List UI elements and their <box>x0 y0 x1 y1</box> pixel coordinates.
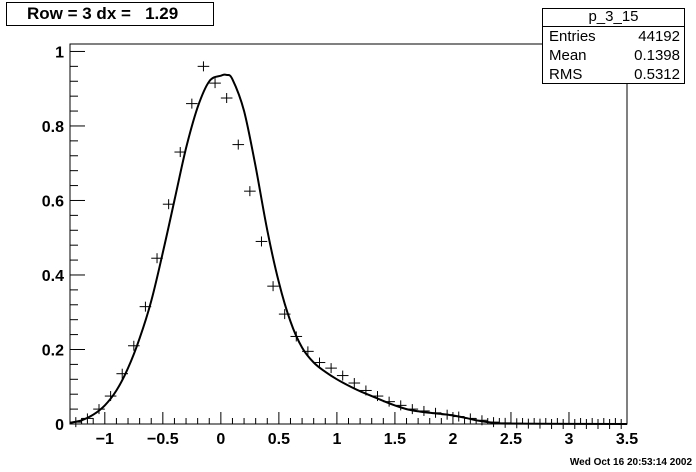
data-point <box>441 409 453 420</box>
y-tick-label: 0.2 <box>42 342 64 359</box>
data-point <box>464 413 477 424</box>
stats-row-mean: Mean 0.1398 <box>543 46 684 65</box>
data-point <box>418 405 430 416</box>
data-point <box>592 419 604 429</box>
axes: 0 0.2 0.4 0.6 0.8 1 −1 −0.5 0 0.5 1 1.5 2 2.5 3 3.5 <box>42 43 638 448</box>
data-point <box>534 418 546 429</box>
data-point <box>255 236 268 247</box>
data-point <box>348 378 361 389</box>
x-tick-label: 3 <box>565 431 574 448</box>
data-point <box>220 93 233 104</box>
fit-curve-path <box>69 73 628 425</box>
data-point <box>476 415 488 426</box>
data-point <box>162 199 175 210</box>
y-tick-label: 0.8 <box>42 119 64 136</box>
x-tick-label: 1.5 <box>384 431 406 448</box>
x-tick-label: 2.5 <box>500 431 522 448</box>
data-point <box>128 340 140 351</box>
data-point <box>394 400 407 411</box>
data-point <box>267 281 279 292</box>
y-tick-label: 0 <box>55 417 64 434</box>
stats-histogram-name: p_3_15 <box>543 9 684 27</box>
stats-key: RMS <box>549 66 583 83</box>
data-point <box>383 396 395 407</box>
x-tick-label: 3.5 <box>616 431 638 448</box>
x-tick-label: 1 <box>332 431 341 448</box>
timestamp: Wed Oct 16 20:53:14 2002 <box>569 457 692 468</box>
x-tick-label: 2 <box>448 431 457 448</box>
data-point <box>104 391 117 402</box>
data-point <box>545 419 558 429</box>
data-point <box>510 418 523 429</box>
y-tick-label: 1 <box>55 44 64 61</box>
stats-key: Entries <box>549 28 596 45</box>
data-point <box>499 417 511 428</box>
y-tick-label: 0.6 <box>42 193 64 210</box>
data-point <box>244 186 256 197</box>
x-tick-label: −1 <box>96 431 114 448</box>
plot-frame <box>69 43 628 425</box>
data-point <box>360 385 372 396</box>
data-point <box>557 419 569 429</box>
data-point <box>603 419 616 429</box>
stats-row-entries: Entries 44192 <box>543 27 684 46</box>
data-point <box>93 404 105 415</box>
data-point <box>313 357 326 368</box>
data-point <box>336 370 349 381</box>
data-point <box>290 331 303 342</box>
fit-curve <box>69 73 628 425</box>
x-tick-label: 0 <box>216 431 225 448</box>
data-point <box>429 407 442 418</box>
data-point <box>116 368 129 379</box>
data-point <box>371 391 384 402</box>
plot-title: Row = 3 dx = 1.29 <box>6 2 214 26</box>
x-tick-label: 0.5 <box>268 431 290 448</box>
data-point <box>580 419 593 429</box>
data-markers <box>70 61 627 429</box>
data-point <box>209 78 221 89</box>
data-point <box>139 301 152 312</box>
data-point <box>197 61 210 72</box>
data-point <box>487 417 500 428</box>
stats-value: 44192 <box>638 28 680 45</box>
data-point <box>568 419 581 429</box>
data-point <box>151 253 163 264</box>
stats-value: 0.1398 <box>634 47 680 64</box>
data-point <box>615 419 627 429</box>
stats-row-rms: RMS 0.5312 <box>543 65 684 84</box>
stats-box: p_3_15 Entries 44192 Mean 0.1398 RMS 0.5… <box>542 8 685 84</box>
data-point <box>81 413 94 424</box>
data-point <box>452 411 465 422</box>
data-point <box>278 309 291 320</box>
data-point <box>522 418 535 429</box>
data-point <box>70 417 82 428</box>
stats-key: Mean <box>549 47 587 64</box>
data-point <box>302 346 314 357</box>
data-point <box>174 147 187 158</box>
data-point <box>406 404 419 415</box>
x-tick-label: −0.5 <box>147 431 179 448</box>
data-point <box>232 139 245 150</box>
data-point <box>325 363 337 374</box>
data-point <box>186 98 198 109</box>
stats-value: 0.5312 <box>634 66 680 83</box>
y-tick-label: 0.4 <box>42 268 64 285</box>
